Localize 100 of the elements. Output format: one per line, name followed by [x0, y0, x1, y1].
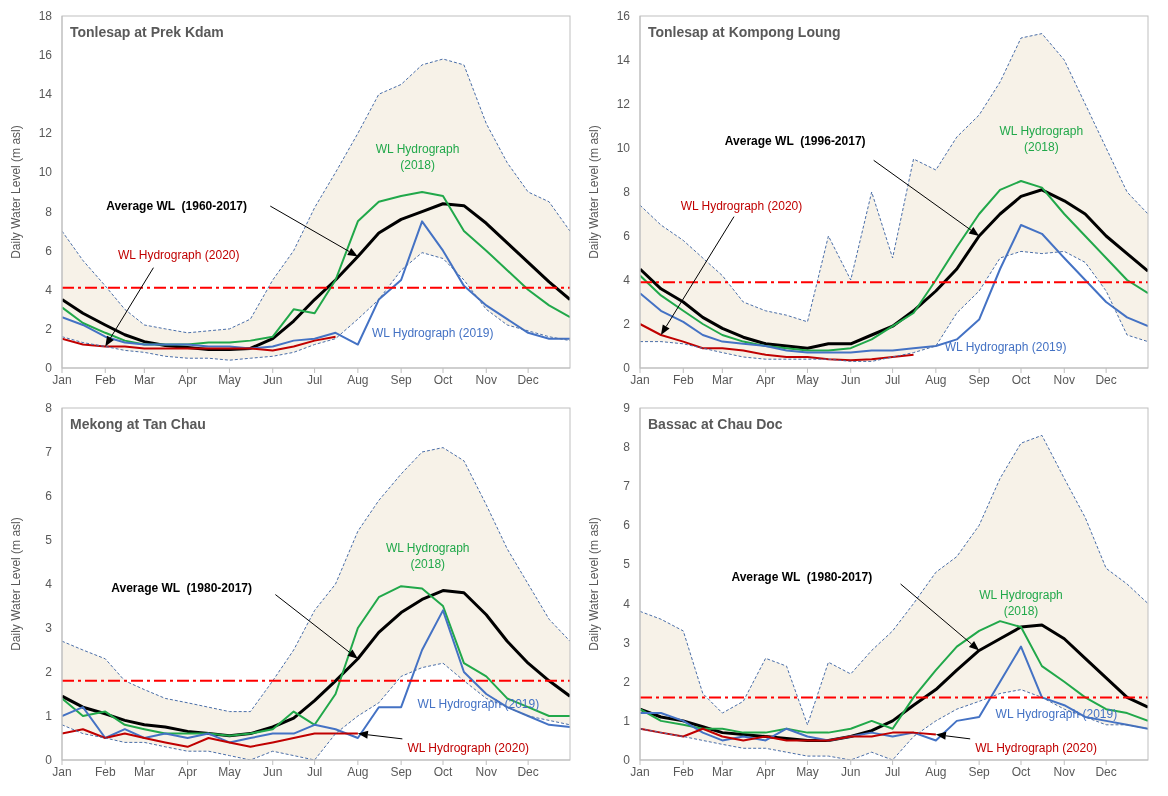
x-tick-label: Jun: [841, 764, 861, 779]
text: Average WL (1980-2017): [111, 579, 253, 596]
x-tick-label: May: [218, 372, 241, 387]
text: WL Hydrograph (2020): [117, 247, 240, 264]
x-tick-label: Jul: [884, 764, 901, 779]
y-tick-label: 6: [45, 489, 53, 503]
y-tick-label: 10: [616, 141, 631, 155]
series-label: WL Hydrograph (2019): [371, 324, 494, 341]
text: Bassac at Chau Doc: [648, 416, 783, 432]
x-tick-label: Sep: [390, 764, 413, 779]
y-tick-label: 3: [623, 635, 631, 650]
x-tick-label: Nov: [475, 372, 497, 387]
x-tick-label: Nov: [1053, 764, 1075, 779]
x-tick-label: Sep: [968, 372, 991, 387]
y-tick-label: 0: [45, 361, 53, 375]
y-tick-label: 1: [623, 713, 631, 728]
y-tick-label: 0: [45, 753, 53, 767]
x-tick-label: Apr: [756, 764, 775, 779]
x-tick-label: Jul: [306, 764, 323, 779]
y-tick-label: 7: [623, 479, 631, 494]
x-tick-label: Nov: [475, 764, 497, 779]
series-label: WL Hydrograph (2019): [995, 706, 1118, 723]
y-axis-title: Daily Water Level (m asl): [587, 517, 602, 651]
line-series: [62, 447, 570, 713]
x-tick-label: Mar: [134, 764, 155, 779]
text: WL Hydrograph (2018): [998, 123, 1085, 156]
y-tick-label: 6: [45, 243, 53, 258]
text: WL Hydrograph (2020): [680, 198, 803, 215]
y-tick-label: 0: [623, 361, 631, 375]
y-tick-label: 8: [623, 185, 631, 199]
y-tick-label: 12: [38, 126, 53, 141]
line-series: [640, 224, 1148, 354]
text: Tonlesap at Kompong Loung: [648, 24, 841, 40]
x-tick-label: Dec: [517, 764, 539, 779]
y-axis-title: Daily Water Level (m asl): [9, 517, 24, 651]
x-tick-label: May: [796, 764, 819, 779]
x-tick-label: Oct: [1011, 372, 1031, 387]
x-tick-label: Oct: [1011, 764, 1031, 779]
text: Average WL (1996-2017): [724, 132, 866, 149]
x-tick-label: Sep: [390, 372, 413, 387]
x-tick-label: Jun: [263, 372, 283, 387]
line-series: [640, 250, 1148, 362]
x-tick-label: Apr: [756, 372, 775, 387]
text: Average WL (1980-2017): [731, 568, 873, 585]
x-tick-label: Feb: [94, 372, 116, 387]
line-series: [62, 252, 570, 361]
y-tick-label: 6: [623, 229, 631, 243]
x-tick-label: Jul: [884, 372, 901, 387]
x-tick-label: Jun: [841, 372, 861, 387]
y-tick-label: 7: [45, 445, 53, 459]
y-tick-label: 4: [623, 273, 631, 287]
x-tick-label: Oct: [433, 372, 453, 387]
x-tick-label: Dec: [1095, 372, 1117, 387]
x-tick-label: May: [796, 372, 819, 387]
y-tick-label: 2: [623, 317, 631, 331]
y-tick-label: 4: [45, 577, 53, 591]
x-tick-label: Aug: [347, 372, 369, 387]
y-tick-label: 8: [45, 401, 53, 415]
y-tick-label: 4: [623, 596, 631, 611]
series-label: WL Hydrograph (2018): [978, 587, 1064, 620]
x-tick-label: Jan: [630, 372, 650, 387]
x-tick-label: Mar: [134, 372, 155, 387]
y-tick-label: 2: [45, 321, 53, 336]
y-tick-label: 2: [623, 674, 631, 689]
y-tick-label: 1: [45, 709, 53, 723]
x-tick-label: Mar: [712, 764, 733, 779]
text: Tonlesap at Prek Kdam: [70, 24, 224, 40]
x-tick-label: Oct: [433, 764, 453, 779]
y-tick-label: 18: [38, 9, 53, 23]
x-tick-label: Apr: [178, 764, 197, 779]
x-tick-label: Jan: [630, 764, 650, 779]
y-tick-label: 16: [38, 48, 53, 63]
line-series: [62, 335, 337, 352]
y-tick-label: 5: [623, 557, 631, 572]
text: Mekong at Tan Chau: [70, 416, 206, 432]
series-label: WL Hydrograph (2018): [384, 539, 471, 572]
y-tick-label: 14: [616, 53, 631, 67]
y-axis-title: Daily Water Level (m asl): [9, 125, 24, 259]
line-series: [640, 323, 915, 362]
x-tick-label: Apr: [178, 372, 197, 387]
x-tick-label: Sep: [968, 764, 991, 779]
y-tick-label: 5: [45, 533, 53, 547]
x-tick-label: Dec: [517, 372, 539, 387]
x-tick-label: Dec: [1095, 764, 1117, 779]
y-tick-label: 6: [623, 518, 631, 533]
y-tick-label: 16: [616, 9, 631, 23]
x-tick-label: Jan: [52, 372, 72, 387]
x-tick-label: Aug: [925, 372, 947, 387]
line-series: [640, 645, 1148, 742]
y-tick-label: 2: [45, 665, 53, 679]
y-tick-label: 9: [623, 401, 631, 415]
y-tick-label: 0: [623, 753, 631, 767]
text: WL Hydrograph (2018): [374, 140, 461, 173]
series-label: WL Hydrograph (2019): [944, 338, 1067, 355]
y-tick-label: 8: [623, 440, 631, 455]
x-tick-label: Jan: [52, 764, 72, 779]
x-tick-label: Aug: [347, 764, 369, 779]
text: WL Hydrograph (2020): [407, 739, 530, 756]
y-tick-label: 10: [38, 165, 53, 180]
x-tick-label: Feb: [672, 372, 694, 387]
